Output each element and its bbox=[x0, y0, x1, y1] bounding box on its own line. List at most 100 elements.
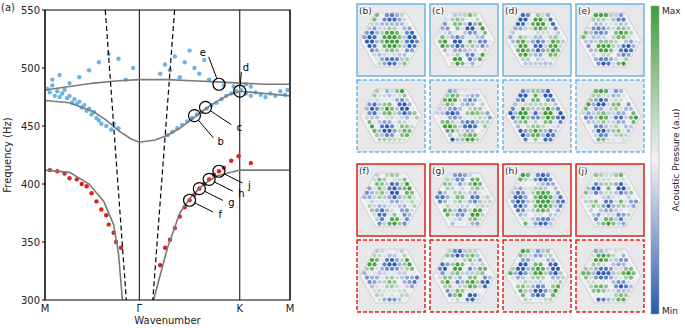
annotation-leader bbox=[224, 174, 242, 183]
pressure-dot bbox=[382, 35, 386, 39]
pressure-dot bbox=[546, 182, 550, 186]
pressure-dot bbox=[450, 195, 454, 199]
pressure-dot bbox=[518, 102, 522, 106]
pressure-dot bbox=[385, 258, 389, 262]
pressure-dot bbox=[589, 31, 593, 35]
pressure-dot bbox=[601, 213, 605, 217]
annotation-label: j bbox=[247, 180, 251, 191]
pressure-dot bbox=[538, 195, 542, 199]
pressure-dot bbox=[468, 276, 472, 280]
pressure-dot bbox=[465, 254, 469, 258]
pressure-dot bbox=[402, 289, 406, 293]
pressure-dot bbox=[629, 31, 633, 35]
pressure-dot bbox=[599, 98, 603, 102]
pressure-dot bbox=[581, 35, 585, 39]
pressure-dot bbox=[538, 204, 542, 208]
pressure-dot bbox=[589, 276, 593, 280]
pressure-dot bbox=[488, 200, 492, 204]
pressure-dot bbox=[538, 53, 542, 57]
pressure-dot bbox=[397, 111, 401, 115]
pressure-dot bbox=[480, 129, 484, 133]
pressure-dot bbox=[611, 298, 615, 302]
pressure-dot bbox=[516, 40, 520, 44]
pressure-dot bbox=[465, 298, 469, 302]
pressure-dot bbox=[480, 289, 484, 293]
pressure-dot bbox=[616, 111, 620, 115]
pressure-dot bbox=[382, 289, 386, 293]
panel-bg bbox=[430, 80, 498, 152]
pressure-dot bbox=[548, 102, 552, 106]
pressure-dot bbox=[470, 204, 474, 208]
pressure-dot bbox=[397, 178, 401, 182]
pressure-dot bbox=[609, 98, 613, 102]
scatter-point bbox=[278, 89, 282, 93]
pressure-dot bbox=[370, 124, 374, 128]
pressure-dot bbox=[619, 249, 623, 253]
pressure-dot bbox=[392, 129, 396, 133]
pressure-dot bbox=[470, 26, 474, 30]
pressure-dot bbox=[370, 31, 374, 35]
pressure-dot bbox=[546, 258, 550, 262]
pressure-dot bbox=[624, 107, 628, 111]
pressure-dot bbox=[546, 173, 550, 177]
pressure-dot bbox=[516, 116, 520, 120]
pressure-dot bbox=[516, 107, 520, 111]
pressure-dot bbox=[609, 182, 613, 186]
pressure-dot bbox=[596, 178, 600, 182]
pressure-dot bbox=[475, 102, 479, 106]
pressure-dot bbox=[584, 40, 588, 44]
pressure-dot bbox=[390, 173, 394, 177]
pressure-dot bbox=[619, 107, 623, 111]
pressure-dot bbox=[460, 254, 464, 258]
pressure-dot bbox=[390, 208, 394, 212]
pressure-dot bbox=[385, 249, 389, 253]
pressure-dot bbox=[453, 284, 457, 288]
pressure-dot bbox=[606, 138, 610, 142]
y-tick-label: 300 bbox=[21, 295, 40, 306]
pressure-dot bbox=[392, 35, 396, 39]
pressure-dot bbox=[450, 222, 454, 226]
pressure-dot bbox=[465, 213, 469, 217]
pressure-dot bbox=[458, 89, 462, 93]
pressure-dot bbox=[400, 200, 404, 204]
pressure-dot bbox=[591, 26, 595, 30]
pressure-dot bbox=[412, 120, 416, 124]
pressure-dot bbox=[395, 116, 399, 120]
pressure-dot bbox=[516, 208, 520, 212]
pressure-dot bbox=[387, 262, 391, 266]
pressure-dot bbox=[619, 22, 623, 26]
pressure-dot bbox=[619, 48, 623, 52]
pressure-dot bbox=[385, 208, 389, 212]
pressure-dot bbox=[548, 204, 552, 208]
pressure-dot bbox=[629, 267, 633, 271]
pressure-dot bbox=[375, 22, 379, 26]
pressure-dot bbox=[543, 102, 547, 106]
panel-bg bbox=[357, 240, 425, 312]
hexagon bbox=[506, 89, 568, 143]
pressure-dot bbox=[538, 94, 542, 98]
pressure-dot bbox=[594, 107, 598, 111]
pressure-dot bbox=[626, 271, 630, 275]
pressure-dot bbox=[390, 40, 394, 44]
panel-label: (e) bbox=[578, 6, 591, 16]
pressure-dot bbox=[591, 262, 595, 266]
pressure-dot bbox=[599, 200, 603, 204]
pressure-dot bbox=[626, 204, 630, 208]
pressure-dot bbox=[453, 124, 457, 128]
pressure-dot bbox=[412, 280, 416, 284]
plot-frame bbox=[45, 10, 290, 300]
pressure-dot bbox=[367, 271, 371, 275]
pressure-dot bbox=[546, 276, 550, 280]
pressure-dot bbox=[400, 191, 404, 195]
pressure-dot bbox=[523, 213, 527, 217]
pressure-dot bbox=[553, 204, 557, 208]
pressure-dot bbox=[478, 40, 482, 44]
pressure-dot bbox=[611, 111, 615, 115]
dashed-line bbox=[153, 10, 175, 300]
pressure-dot bbox=[548, 94, 552, 98]
panel-bg bbox=[430, 164, 498, 236]
pressure-dot bbox=[448, 98, 452, 102]
pressure-dot bbox=[470, 222, 474, 226]
pressure-dot bbox=[631, 271, 635, 275]
pressure-dot bbox=[521, 124, 525, 128]
